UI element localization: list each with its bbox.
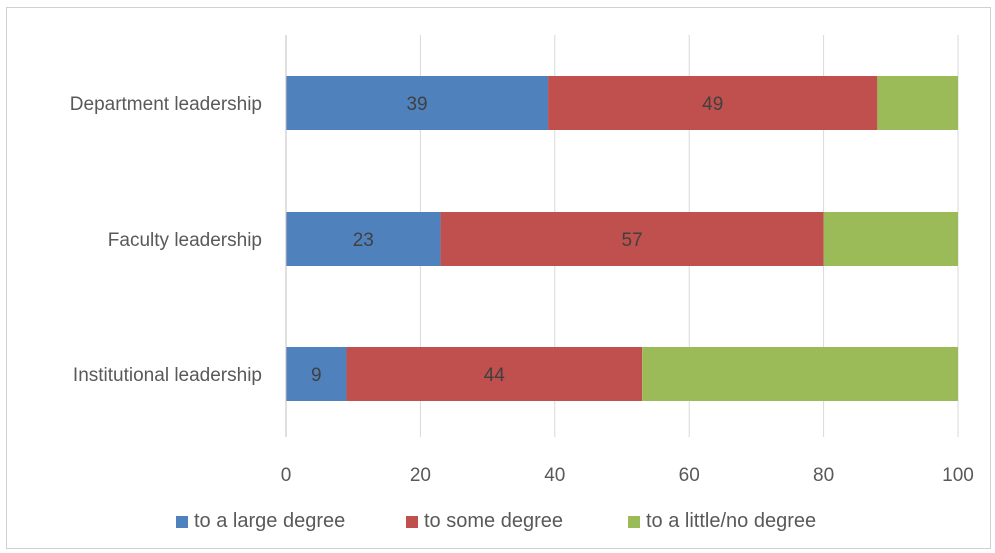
data-label-2-1: 44 — [484, 365, 506, 386]
x-tick-label-4: 80 — [813, 465, 834, 486]
data-label-0-0: 39 — [406, 94, 427, 115]
bar-1-1 — [440, 212, 824, 266]
legend-label-little: to a little/no degree — [646, 510, 817, 532]
x-tick-label-2: 40 — [544, 465, 565, 486]
bar-1-2 — [823, 212, 958, 266]
x-tick-label-1: 20 — [410, 465, 431, 486]
x-tick-label-5: 100 — [942, 465, 974, 486]
data-label-1-1: 57 — [622, 230, 643, 251]
bar-0-1 — [548, 76, 878, 130]
bar-2-2 — [642, 347, 958, 401]
data-label-2-0: 9 — [311, 365, 322, 386]
legend-item-large: to a large degree — [176, 510, 345, 533]
legend-item-some: to some degree — [406, 510, 563, 533]
legend-label-some: to some degree — [424, 510, 563, 532]
bar-2-0 — [286, 347, 347, 401]
legend-swatch-large — [176, 515, 188, 528]
x-tick-label-0: 0 — [281, 465, 292, 486]
bar-0-0 — [286, 76, 549, 130]
category-label-1: Faculty leadership — [108, 230, 262, 251]
legend-label-large: to a large degree — [194, 510, 346, 532]
legend-swatch-some — [406, 515, 418, 528]
bar-2-1 — [346, 347, 643, 401]
data-label-1-0: 23 — [353, 230, 374, 251]
legend-item-little: to a little/no degree — [628, 510, 816, 533]
category-label-0: Department leadership — [70, 94, 262, 115]
legend: to a large degree to some degree to a li… — [0, 510, 995, 534]
data-label-0-1: 49 — [702, 94, 723, 115]
category-label-2: Institutional leadership — [73, 365, 262, 386]
bar-1-0 — [286, 212, 441, 266]
legend-swatch-little — [628, 515, 640, 528]
x-tick-label-3: 60 — [679, 465, 700, 486]
bar-0-2 — [877, 76, 958, 130]
